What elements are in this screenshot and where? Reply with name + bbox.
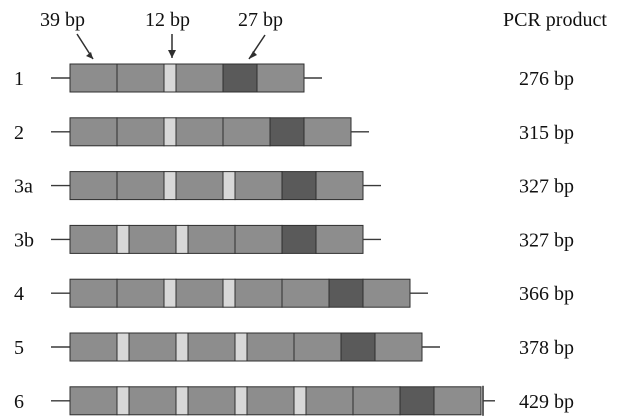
construct-row: 3b 327 bp — [14, 224, 574, 254]
medium-segment — [116, 117, 165, 147]
medium-segment — [246, 332, 295, 362]
dark-segment — [399, 386, 435, 416]
light-segment — [163, 117, 177, 147]
medium-segment — [246, 386, 295, 416]
light-segment — [175, 332, 189, 362]
construct-row: 1 276 bp — [14, 63, 574, 93]
header-annotations: 39 bp 12 bp 27 bp PCR product — [40, 9, 607, 60]
medium-segment — [175, 171, 224, 201]
medium-segment — [69, 332, 118, 362]
light-segment — [163, 63, 177, 93]
medium-segment — [187, 224, 236, 254]
medium-segment — [352, 386, 401, 416]
medium-segment — [69, 386, 118, 416]
medium-segment — [116, 171, 165, 201]
row-label: 5 — [14, 337, 24, 359]
medium-segment — [69, 224, 118, 254]
dark-segment — [281, 224, 317, 254]
medium-segment — [187, 332, 236, 362]
medium-segment — [234, 278, 283, 308]
light-segment — [116, 332, 130, 362]
medium-segment — [433, 386, 482, 416]
dark-segment — [328, 278, 364, 308]
medium-segment — [69, 278, 118, 308]
light-segment — [163, 171, 177, 201]
dark-segment — [222, 63, 258, 93]
medium-segment — [305, 386, 354, 416]
medium-segment — [128, 332, 177, 362]
medium-segment — [234, 171, 283, 201]
light-segment — [234, 386, 248, 416]
light-segment — [116, 224, 130, 254]
medium-segment — [175, 117, 224, 147]
medium-segment — [315, 171, 364, 201]
pcr-product-heading: PCR product — [503, 9, 607, 31]
row-label: 3b — [14, 229, 34, 251]
light-segment — [175, 386, 189, 416]
dark-segment — [340, 332, 376, 362]
medium-segment — [69, 63, 118, 93]
row-label: 3a — [14, 176, 33, 198]
row-label: 2 — [14, 122, 24, 144]
medium-segment — [116, 278, 165, 308]
medium-segment — [69, 171, 118, 201]
medium-segment — [374, 332, 423, 362]
light-segment — [116, 386, 130, 416]
annotation-27bp-label: 27 bp — [238, 9, 283, 31]
pcr-rows: 1 276 bp 2 315 bp 3a 327 bp 3b 327 bp 4 366 bp 5 37… — [14, 63, 574, 416]
pcr-product-size: 315 bp — [519, 122, 574, 144]
annotation-12bp-arrow — [168, 34, 176, 58]
dark-segment — [281, 171, 317, 201]
row-label: 4 — [14, 283, 24, 305]
medium-segment — [116, 63, 165, 93]
annotation-12bp-label: 12 bp — [145, 9, 190, 31]
light-segment — [175, 224, 189, 254]
medium-segment — [175, 63, 224, 93]
medium-segment — [234, 224, 283, 254]
annotation-39bp-label: 39 bp — [40, 9, 85, 31]
medium-segment — [128, 386, 177, 416]
construct-row: 3a 327 bp — [14, 171, 574, 201]
medium-segment — [362, 278, 411, 308]
construct-row: 6 429 bp — [14, 385, 574, 416]
medium-segment — [303, 117, 352, 147]
pcr-product-size: 276 bp — [519, 68, 574, 90]
light-segment — [222, 278, 236, 308]
construct-row: 2 315 bp — [14, 117, 574, 147]
row-label: 6 — [14, 391, 24, 413]
medium-segment — [293, 332, 342, 362]
medium-segment — [222, 117, 271, 147]
medium-segment — [281, 278, 330, 308]
light-segment — [163, 278, 177, 308]
annotation-27bp-arrow — [248, 34, 266, 60]
medium-segment — [256, 63, 305, 93]
medium-segment — [315, 224, 364, 254]
construct-row: 5 378 bp — [14, 332, 574, 362]
pcr-product-size: 378 bp — [519, 337, 574, 359]
light-segment — [293, 386, 307, 416]
medium-segment — [175, 278, 224, 308]
dark-segment — [269, 117, 305, 147]
medium-segment — [128, 224, 177, 254]
light-segment — [234, 332, 248, 362]
light-segment — [222, 171, 236, 201]
medium-segment — [69, 117, 118, 147]
construct-row: 4 366 bp — [14, 278, 574, 308]
pcr-product-size: 327 bp — [519, 229, 574, 251]
pcr-product-size: 327 bp — [519, 176, 574, 198]
pcr-product-size: 366 bp — [519, 283, 574, 305]
pcr-product-size: 429 bp — [519, 391, 574, 413]
medium-segment — [187, 386, 236, 416]
row-label: 1 — [14, 68, 24, 90]
annotation-39bp-arrow — [76, 33, 94, 60]
